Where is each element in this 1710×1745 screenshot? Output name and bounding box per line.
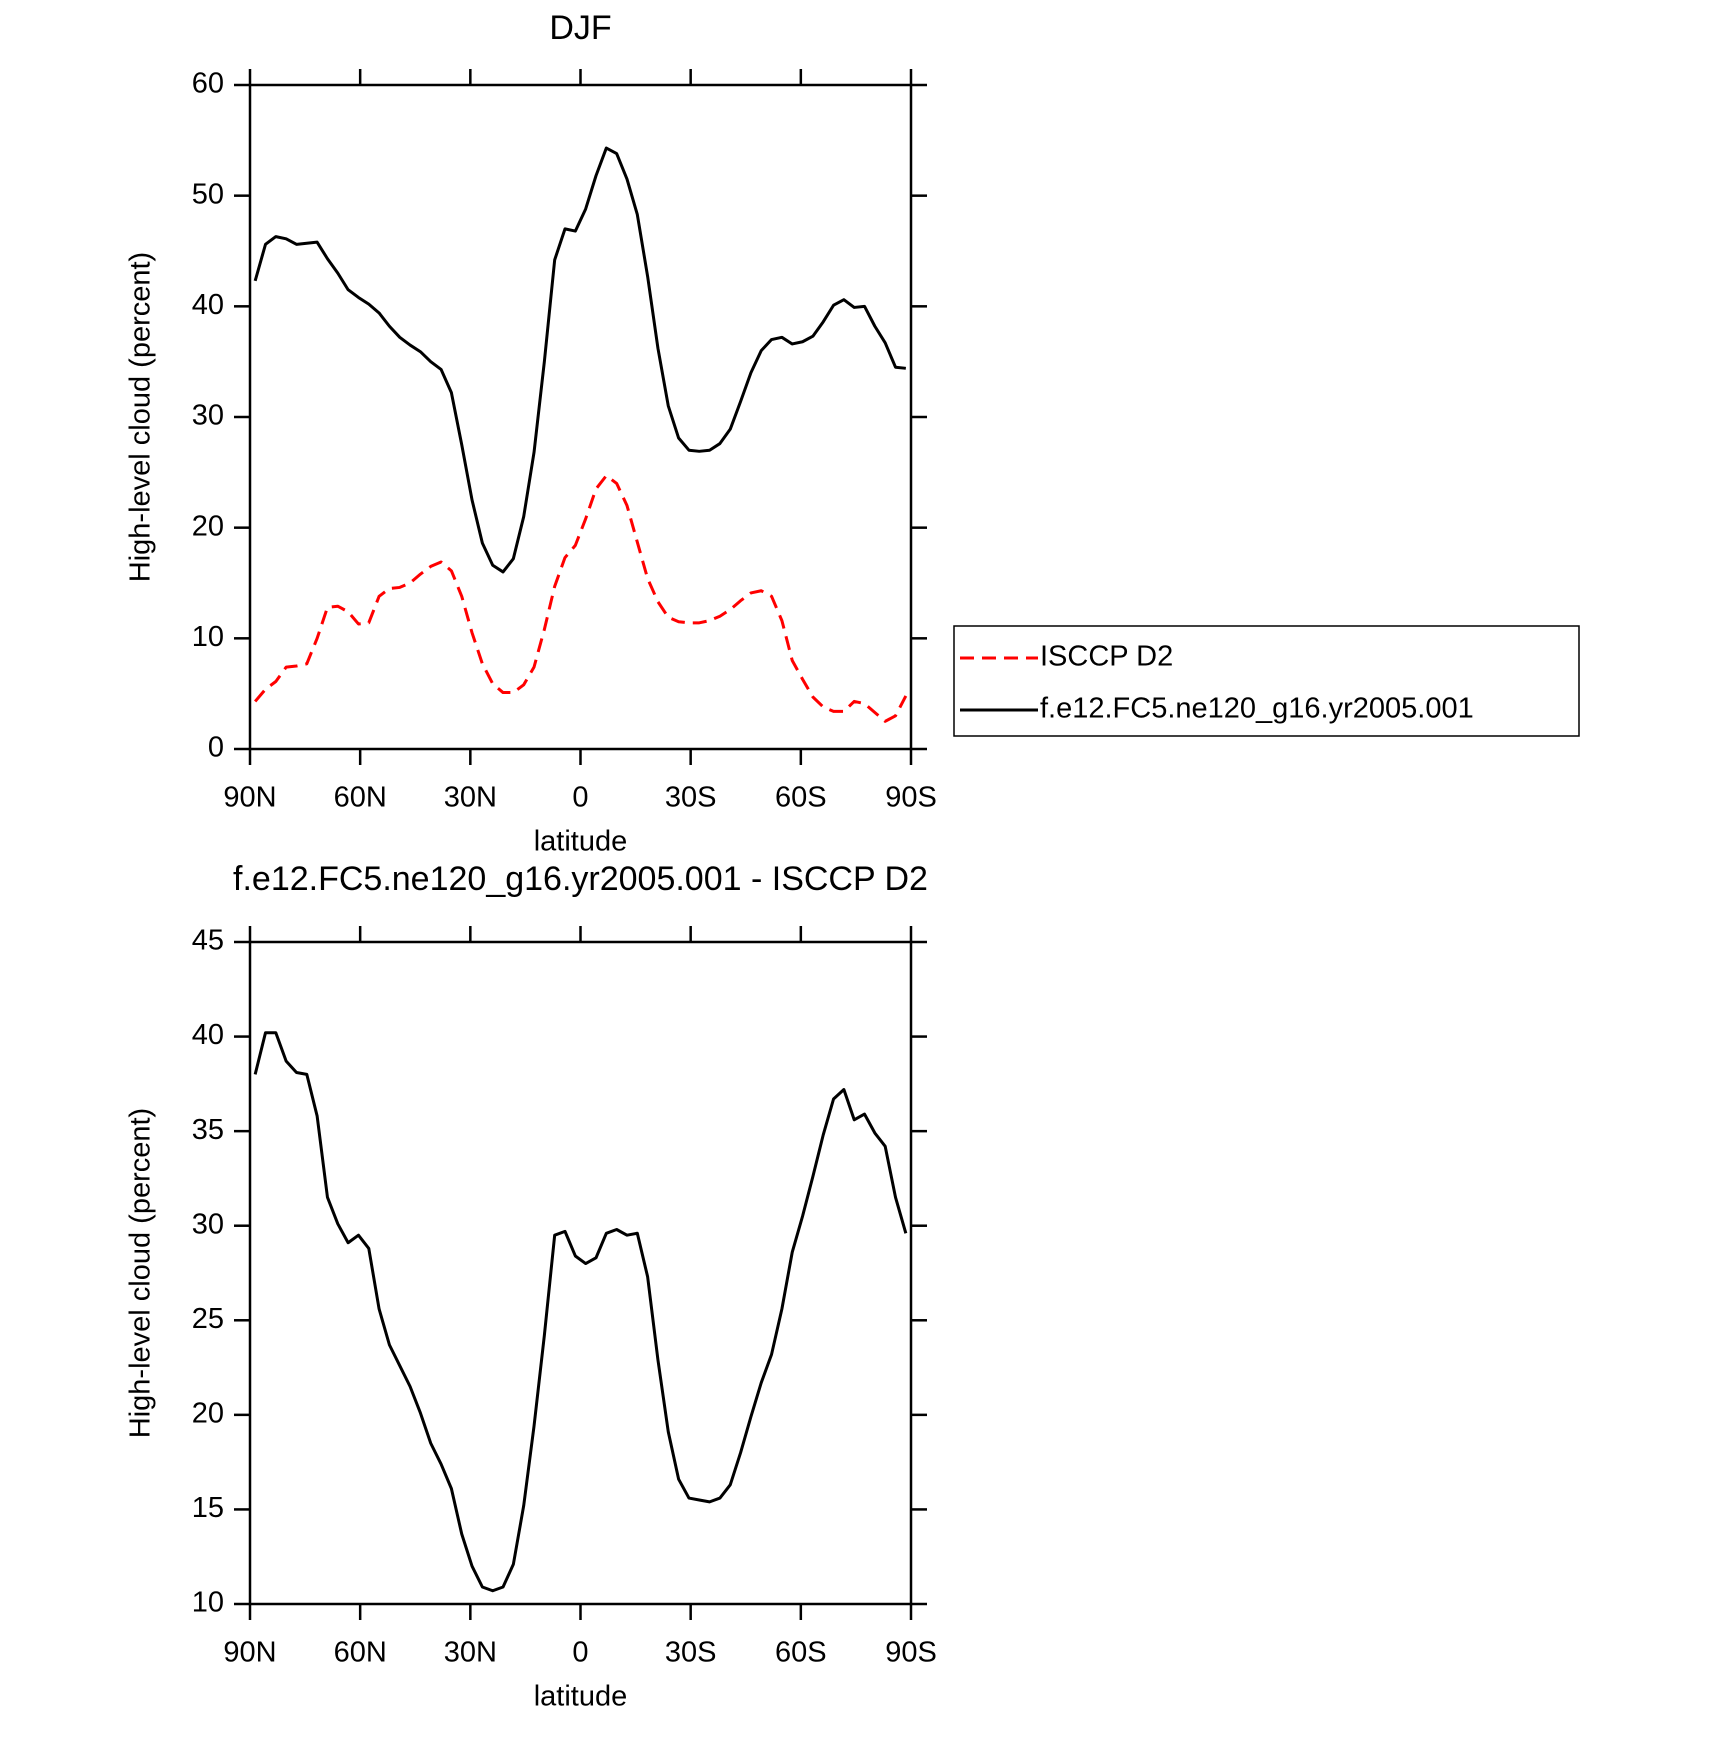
y-tick-label: 25 [192, 1303, 224, 1335]
x-tick-label: 90N [223, 1637, 276, 1669]
y-tick-label: 20 [192, 1398, 224, 1430]
x-tick-label: 30S [665, 1637, 717, 1669]
y-tick-label: 40 [192, 1019, 224, 1051]
y-tick-label: 10 [192, 621, 224, 653]
plot-frame [248, 940, 913, 1606]
y-tick-label: 0 [208, 732, 224, 764]
y-tick-label: 30 [192, 400, 224, 432]
data-line [254, 474, 908, 723]
data-line [253, 146, 907, 574]
x-tick-label: 60S [775, 1637, 827, 1669]
y-axis-label: High-level cloud (percent) [125, 252, 157, 582]
y-tick-label: 40 [192, 289, 224, 321]
x-tick-label: 30N [444, 1637, 497, 1669]
x-tick-label: 90N [223, 782, 276, 814]
legend-label: f.e12.FC5.ne120_g16.yr2005.001 [1040, 693, 1474, 725]
x-tick-label: 60N [334, 1637, 387, 1669]
x-axis-label: latitude [534, 1681, 628, 1713]
x-tick-label: 90S [885, 1637, 937, 1669]
x-tick-label: 0 [572, 1637, 588, 1669]
y-tick-label: 30 [192, 1208, 224, 1240]
y-tick-label: 15 [192, 1492, 224, 1524]
legend-box [953, 625, 1580, 737]
x-tick-label: 60N [334, 782, 387, 814]
y-tick-label: 45 [192, 925, 224, 957]
legend-label: ISCCP D2 [1040, 641, 1173, 673]
x-tick-label: 30N [444, 782, 497, 814]
y-tick-label: 20 [192, 510, 224, 542]
x-axis-label: latitude [534, 826, 628, 858]
x-tick-label: 30S [665, 782, 717, 814]
chart-title: f.e12.FC5.ne120_g16.yr2005.001 - ISCCP D… [233, 860, 928, 898]
chart-title: DJF [549, 9, 611, 47]
y-tick-label: 35 [192, 1114, 224, 1146]
y-tick-label: 60 [192, 68, 224, 100]
x-tick-label: 0 [572, 782, 588, 814]
y-axis-label: High-level cloud (percent) [125, 1108, 157, 1438]
x-tick-label: 90S [885, 782, 937, 814]
plot-frame [248, 83, 913, 751]
x-tick-label: 60S [775, 782, 827, 814]
y-tick-label: 50 [192, 178, 224, 210]
data-line [253, 1031, 908, 1593]
y-tick-label: 10 [192, 1587, 224, 1619]
